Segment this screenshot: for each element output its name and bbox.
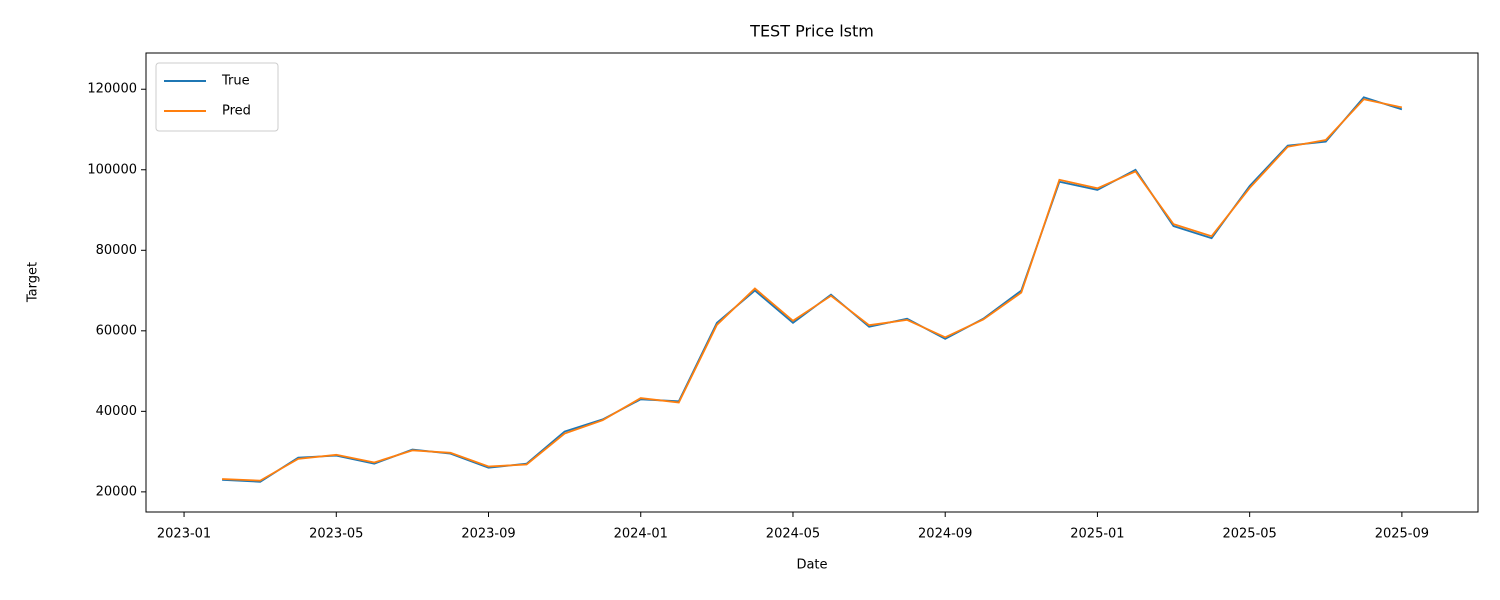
line-series — [222, 98, 1403, 482]
x-tick-label: 2023-05 — [309, 527, 363, 542]
x-axis-label: Date — [796, 558, 827, 573]
y-tick-label: 120000 — [87, 82, 137, 97]
x-tick-label: 2025-05 — [1222, 527, 1276, 542]
legend-label: Pred — [222, 104, 251, 119]
x-tick-label: 2023-01 — [157, 527, 211, 542]
legend-box — [155, 62, 279, 132]
legend-label: True — [221, 74, 250, 89]
x-tick-label: 2025-01 — [1070, 527, 1124, 542]
chart-title: TEST Price lstm — [749, 22, 874, 41]
x-tick-label: 2023-09 — [461, 527, 515, 542]
y-tick-label: 20000 — [96, 484, 137, 499]
x-tick-label: 2025-09 — [1375, 527, 1429, 542]
y-tick-label: 40000 — [96, 404, 137, 419]
x-tick-label: 2024-09 — [918, 527, 972, 542]
line-series — [222, 96, 1403, 483]
y-tick-label: 80000 — [96, 243, 137, 258]
x-tick-label: 2024-05 — [766, 527, 820, 542]
y-tick-label: 60000 — [96, 323, 137, 338]
y-tick-label: 100000 — [87, 162, 137, 177]
y-axis-label: Target — [26, 262, 41, 303]
plot-frame — [145, 52, 1479, 513]
x-tick-label: 2024-01 — [614, 527, 668, 542]
